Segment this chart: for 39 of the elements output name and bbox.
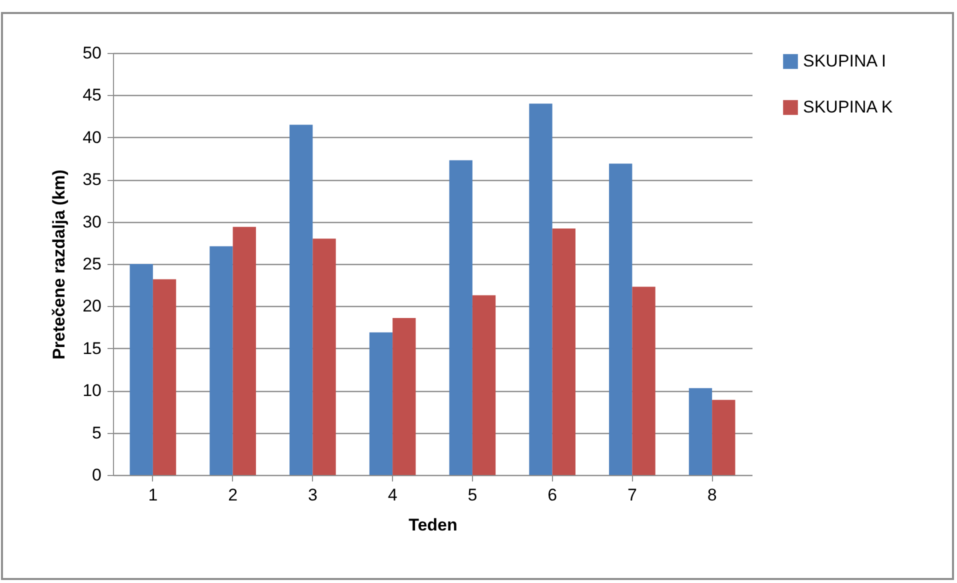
bar: [552, 228, 576, 475]
legend-label: SKUPINA I: [803, 52, 886, 70]
x-tick-label: 6: [548, 486, 558, 504]
y-tick-label: 15: [82, 338, 102, 358]
y-tick-label: 0: [92, 466, 102, 484]
bar: [472, 295, 496, 475]
y-tick-label: 50: [82, 44, 102, 62]
x-tick-label: 2: [228, 486, 238, 504]
y-tick-label: 20: [82, 296, 102, 316]
bar: [290, 124, 313, 475]
x-tick-label: 3: [308, 486, 318, 504]
bar: [369, 332, 393, 475]
bar: [392, 318, 416, 475]
y-tick-label: 40: [82, 128, 102, 147]
bar: [232, 226, 256, 475]
y-tick-label: 35: [82, 170, 102, 190]
bar: [210, 246, 233, 475]
bar: [449, 160, 472, 475]
bar: [130, 264, 153, 475]
legend-label: SKUPINA K: [803, 98, 894, 116]
x-axis-title: Teden: [408, 516, 458, 534]
x-tick-label: 1: [148, 486, 158, 504]
x-tick-label: 5: [468, 486, 478, 504]
bar: [152, 279, 176, 475]
y-tick-label: 5: [92, 423, 102, 442]
x-tick-label: 8: [707, 486, 717, 504]
bar: [609, 164, 632, 475]
bar: [688, 388, 712, 475]
y-axis-title: Pretečene razdalja (km): [50, 170, 69, 360]
bar: [312, 238, 336, 475]
x-tick-label: 7: [627, 486, 637, 504]
y-tick-label: 25: [82, 254, 102, 274]
bar: [632, 286, 656, 475]
y-tick-label: 10: [82, 381, 102, 400]
x-tick-label: 4: [388, 486, 398, 504]
y-tick-label: 45: [82, 86, 102, 105]
bar: [712, 400, 736, 475]
y-tick-label: 30: [82, 212, 102, 232]
bar: [529, 104, 552, 475]
